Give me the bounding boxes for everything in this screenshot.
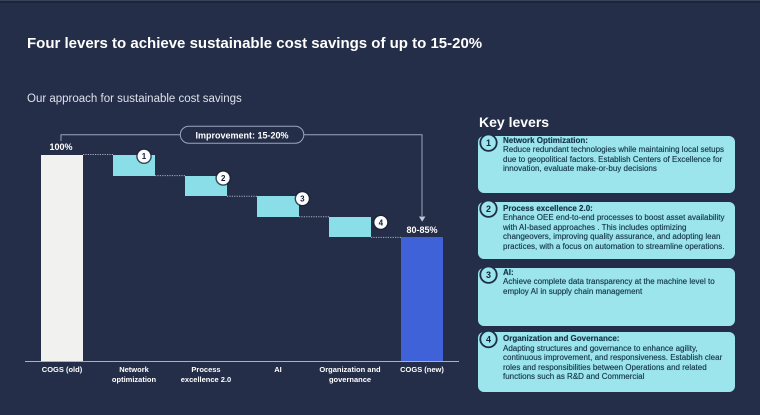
svg-text:4: 4 <box>486 334 491 344</box>
svg-text:1: 1 <box>486 138 491 148</box>
svg-text:4: 4 <box>379 218 384 227</box>
svg-text:Improvement: 15-20%: Improvement: 15-20% <box>195 131 288 141</box>
svg-text:2: 2 <box>221 174 226 183</box>
svg-text:3: 3 <box>486 270 491 280</box>
svg-text:1: 1 <box>142 152 147 161</box>
svg-text:2: 2 <box>486 204 491 214</box>
svg-text:3: 3 <box>300 195 305 204</box>
